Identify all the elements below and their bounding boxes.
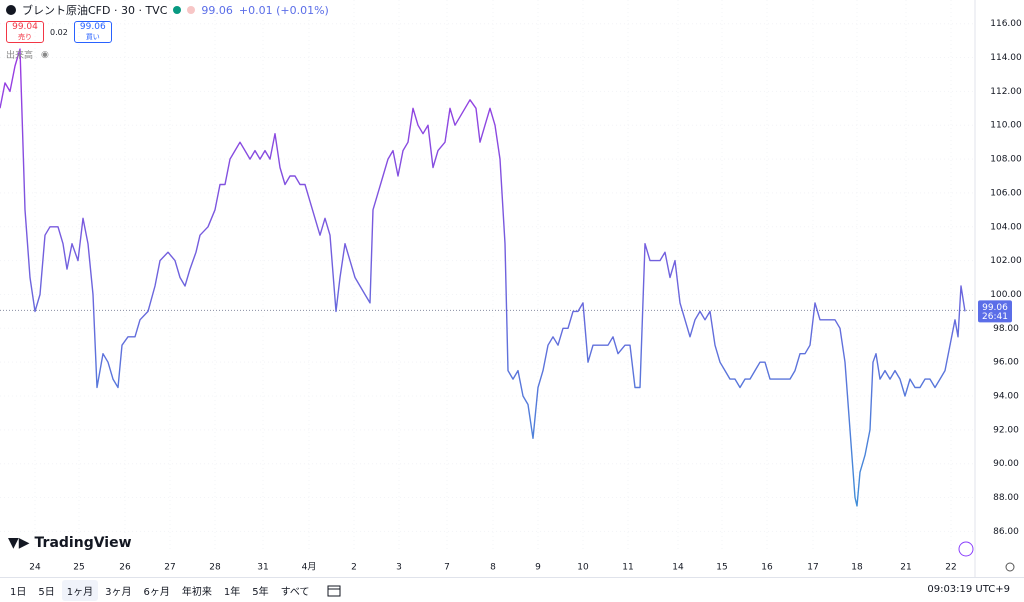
symbol-title: ブレント原油CFD · 30 · TVC <box>22 4 168 17</box>
x-tick-label: 3 <box>396 563 402 573</box>
buy-label: 買い <box>85 33 100 41</box>
last-price-label: 99.06 <box>982 303 1008 313</box>
sell-label: 売り <box>18 33 32 41</box>
y-tick-label: 108.00 <box>990 155 1022 165</box>
x-tick-label: 31 <box>257 563 268 573</box>
symbol-icon <box>6 5 16 15</box>
x-tick-label: 25 <box>73 563 84 573</box>
x-tick-label: 11 <box>622 563 633 573</box>
x-tick-label: 21 <box>900 563 911 573</box>
range-button[interactable]: 1年 <box>223 586 241 598</box>
range-button[interactable]: 年初来 <box>181 586 212 598</box>
y-tick-label: 88.00 <box>993 493 1019 503</box>
change: +0.01 (+0.01%) <box>238 3 329 17</box>
range-button[interactable]: 6ヶ月 <box>143 586 170 598</box>
last-price-badge <box>978 300 1012 323</box>
x-tick-label: 16 <box>761 563 773 573</box>
x-tick-label: 2 <box>351 563 357 573</box>
range-button[interactable]: 1日 <box>10 586 27 598</box>
sell-button[interactable]: 99.04 売り <box>6 21 44 43</box>
x-tick-label: 17 <box>807 563 818 573</box>
x-tick-label: 7 <box>444 563 450 573</box>
x-tick-label: 9 <box>535 563 541 573</box>
range-button[interactable]: 3ヶ月 <box>105 586 132 598</box>
volume-label: 出来高 <box>6 51 34 61</box>
flag <box>187 6 196 14</box>
x-tick-label: 15 <box>716 563 727 573</box>
y-tick-label: 102.00 <box>990 256 1022 266</box>
x-tick-label: 8 <box>490 563 496 573</box>
price-line <box>0 48 966 507</box>
settings-icon[interactable] <box>1005 562 1015 572</box>
x-tick-label: 24 <box>29 563 41 573</box>
logo-mark: ▼▶ <box>8 535 30 551</box>
y-tick-label: 104.00 <box>990 222 1022 232</box>
y-tick-label: 86.00 <box>993 527 1019 537</box>
x-tick-label: 26 <box>119 563 131 573</box>
y-tick-label: 114.00 <box>990 53 1022 63</box>
range-button[interactable]: 5年 <box>252 586 269 598</box>
calendar-icon[interactable] <box>327 583 341 597</box>
y-tick-label: 110.00 <box>990 121 1022 131</box>
buy-price: 99.06 <box>79 22 106 32</box>
x-tick-label: 27 <box>164 563 175 573</box>
range-button[interactable]: 5日 <box>38 586 55 598</box>
status-dot <box>173 6 182 14</box>
x-tick-label: 28 <box>209 563 221 573</box>
volume-row: 出来高 ◉ <box>6 48 49 62</box>
eye-icon[interactable]: ◉ <box>41 49 49 60</box>
x-tick-label: 4月 <box>302 562 317 573</box>
brand: TradingView <box>34 535 132 551</box>
y-tick-label: 96.00 <box>993 358 1019 368</box>
y-tick-label: 90.00 <box>993 459 1019 469</box>
y-tick-label: 92.00 <box>993 425 1019 435</box>
header: ブレント原油CFD · 30 · TVC 99.06 +0.01 (+0.01%… <box>6 2 329 18</box>
event-icon[interactable] <box>958 541 974 557</box>
chart: 86.0088.0090.0092.0094.0096.0098.00100.0… <box>0 0 1022 577</box>
quotes: 99.04 売り 0.02 99.06 買い <box>6 21 112 43</box>
countdown: 26:41 <box>982 312 1008 322</box>
clock: 09:03:19 UTC+9 <box>927 584 1010 595</box>
range-button[interactable]: すべて <box>280 586 310 598</box>
sell-price: 99.04 <box>12 22 38 32</box>
y-tick-label: 116.00 <box>990 19 1022 29</box>
range-button[interactable]: 1ヶ月 <box>61 579 99 601</box>
range-bar: 1日 5日 1ヶ月 3ヶ月 6ヶ月 年初来 1年 5年 すべて 09:03:19 UTC+9 <box>0 577 1024 602</box>
logo: ▼▶ TradingView <box>8 535 132 551</box>
y-tick-label: 106.00 <box>990 188 1022 198</box>
x-tick-label: 10 <box>577 563 589 573</box>
y-tick-label: 98.00 <box>993 324 1019 334</box>
spread: 0.02 <box>50 27 68 37</box>
range-buttons: 1日 5日 1ヶ月 3ヶ月 6ヶ月 年初来 1年 5年 すべて <box>0 579 315 601</box>
y-tick-label: 112.00 <box>990 87 1022 97</box>
x-tick-label: 22 <box>945 563 956 573</box>
last-price: 99.06 <box>201 3 233 17</box>
y-tick-label: 100.00 <box>990 290 1022 300</box>
y-tick-label: 94.00 <box>993 392 1019 402</box>
buy-button[interactable]: 99.06 買い <box>73 21 112 43</box>
x-tick-label: 18 <box>851 563 863 573</box>
x-tick-label: 14 <box>672 563 684 573</box>
